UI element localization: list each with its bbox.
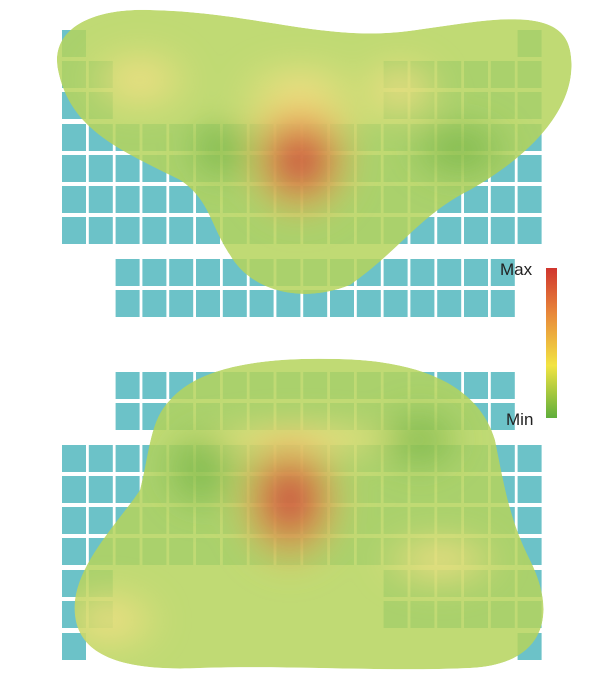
key-cell [88, 155, 113, 182]
key-cell [517, 476, 542, 503]
key-cell [410, 259, 435, 286]
key-cell [490, 217, 515, 244]
key-cell [88, 476, 113, 503]
key-cell [115, 186, 140, 213]
key-cell [464, 372, 488, 399]
key-cell [464, 290, 488, 317]
key-cell [142, 186, 167, 213]
key-cell [142, 372, 167, 399]
key-cell [115, 403, 140, 430]
key-cell [62, 476, 86, 503]
key-cell [490, 290, 515, 317]
key-cell [169, 186, 194, 213]
key-cell [62, 538, 86, 565]
key-cell [115, 372, 140, 399]
key-cell [464, 259, 488, 286]
key-cell [88, 217, 113, 244]
key-cell [88, 507, 113, 534]
key-cell [115, 217, 140, 244]
key-cell [464, 217, 488, 244]
key-cell [169, 217, 194, 244]
key-cell [356, 290, 381, 317]
key-cell [88, 445, 113, 472]
key-cell [196, 290, 220, 317]
key-cell [62, 507, 86, 534]
key-cell [490, 372, 515, 399]
key-cell [115, 445, 140, 472]
key-cell [115, 290, 140, 317]
key-cell [517, 155, 542, 182]
key-cell [437, 259, 462, 286]
key-cell [330, 290, 354, 317]
key-cell [142, 259, 167, 286]
key-cell [62, 155, 86, 182]
key-cell [490, 259, 515, 286]
key-cell [517, 217, 542, 244]
key-cell [222, 290, 247, 317]
key-cell [142, 290, 167, 317]
key-cell [249, 290, 274, 317]
key-cell [169, 290, 194, 317]
key-cell [196, 259, 220, 286]
key-cell [169, 259, 194, 286]
key-cell [142, 217, 167, 244]
key-cell [88, 186, 113, 213]
key-cell [62, 124, 86, 151]
key-cell [517, 445, 542, 472]
key-cell [303, 290, 328, 317]
scale-max-label: Max [500, 260, 533, 279]
key-cell [62, 445, 86, 472]
key-cell [490, 186, 515, 213]
scale-min-label: Min [506, 410, 533, 429]
key-cell [383, 290, 408, 317]
heat-bottom [74, 358, 544, 670]
key-cell [410, 290, 435, 317]
color-scale [546, 268, 557, 418]
key-cell [115, 259, 140, 286]
key-cell [62, 186, 86, 213]
heat-top [56, 9, 572, 294]
key-cell [115, 155, 140, 182]
key-cell [517, 186, 542, 213]
key-cell [437, 217, 462, 244]
key-cell [62, 217, 86, 244]
key-cell [490, 403, 515, 430]
key-cell [517, 507, 542, 534]
key-cell [62, 633, 86, 660]
key-cell [276, 290, 301, 317]
key-cell [383, 259, 408, 286]
key-cell [437, 290, 462, 317]
